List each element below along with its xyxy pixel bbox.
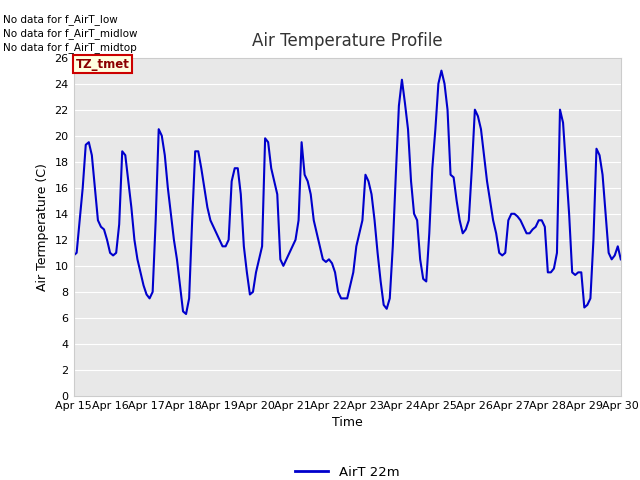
Legend: AirT 22m: AirT 22m [290,461,404,480]
Text: No data for f_AirT_midtop: No data for f_AirT_midtop [3,42,137,53]
Title: Air Temperature Profile: Air Temperature Profile [252,33,442,50]
Text: No data for f_AirT_midlow: No data for f_AirT_midlow [3,28,138,39]
X-axis label: Time: Time [332,417,363,430]
Y-axis label: Air Termperature (C): Air Termperature (C) [36,163,49,291]
Text: No data for f_AirT_low: No data for f_AirT_low [3,13,118,24]
Text: TZ_tmet: TZ_tmet [76,58,129,71]
